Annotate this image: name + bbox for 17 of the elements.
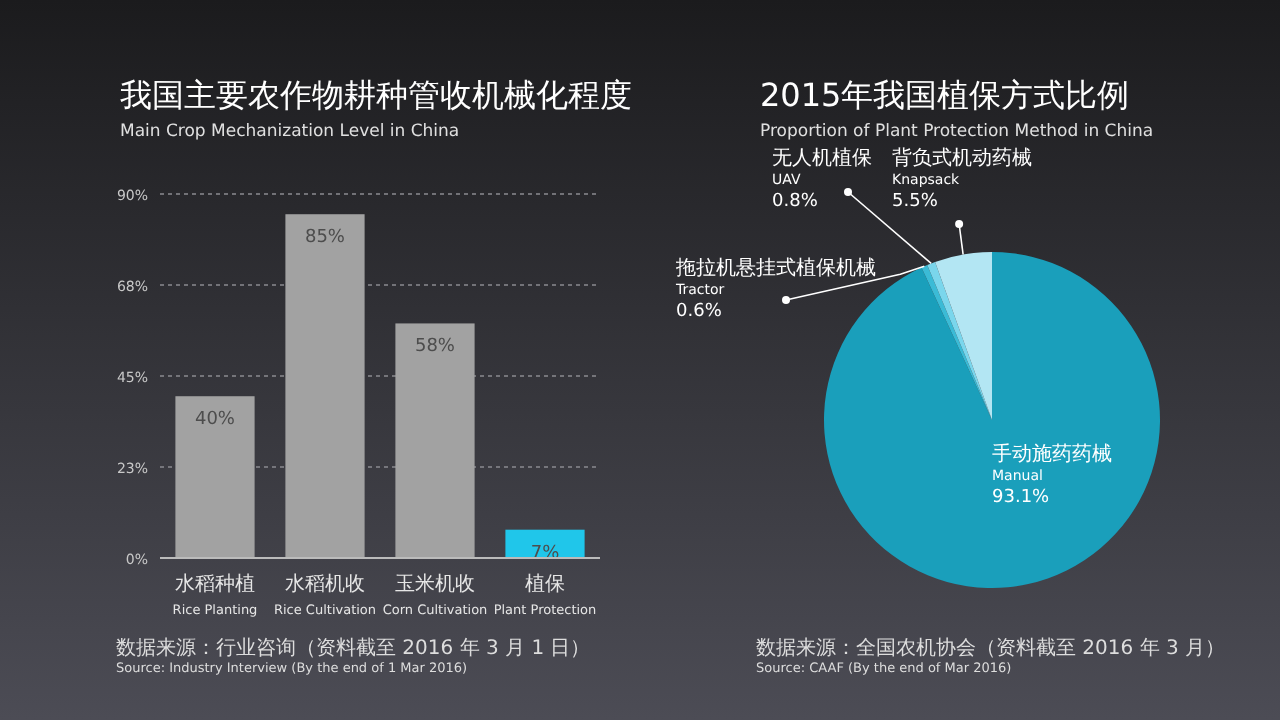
bar — [175, 396, 255, 558]
chart-subtitle: Proportion of Plant Protection Method in China — [760, 122, 1154, 142]
data-label: 40% — [194, 410, 236, 431]
data-label: 0.8% — [772, 192, 819, 212]
bar — [285, 214, 365, 558]
chart-title: 我国主要农作物耕种管收机械化程度 — [120, 76, 632, 114]
data-label: 0.6% — [676, 302, 723, 322]
chart-title: 2015年我国植保方式比例 — [760, 76, 1130, 114]
chart-subtitle: Main Crop Mechanization Level in China — [120, 122, 460, 142]
source-note: 数据来源：行业咨询（资料截至 2016 年 3 月 1 日） — [116, 636, 591, 660]
pie-slice — [935, 252, 992, 420]
bar — [395, 323, 475, 558]
data-label: 58% — [414, 337, 456, 358]
data-label: 85% — [304, 228, 346, 249]
data-label: 5.5% — [892, 192, 939, 212]
data-label: 93.1% — [992, 488, 1051, 508]
source-note: 数据来源：全国农机协会（资料截至 2016 年 3 月） — [756, 636, 1226, 660]
